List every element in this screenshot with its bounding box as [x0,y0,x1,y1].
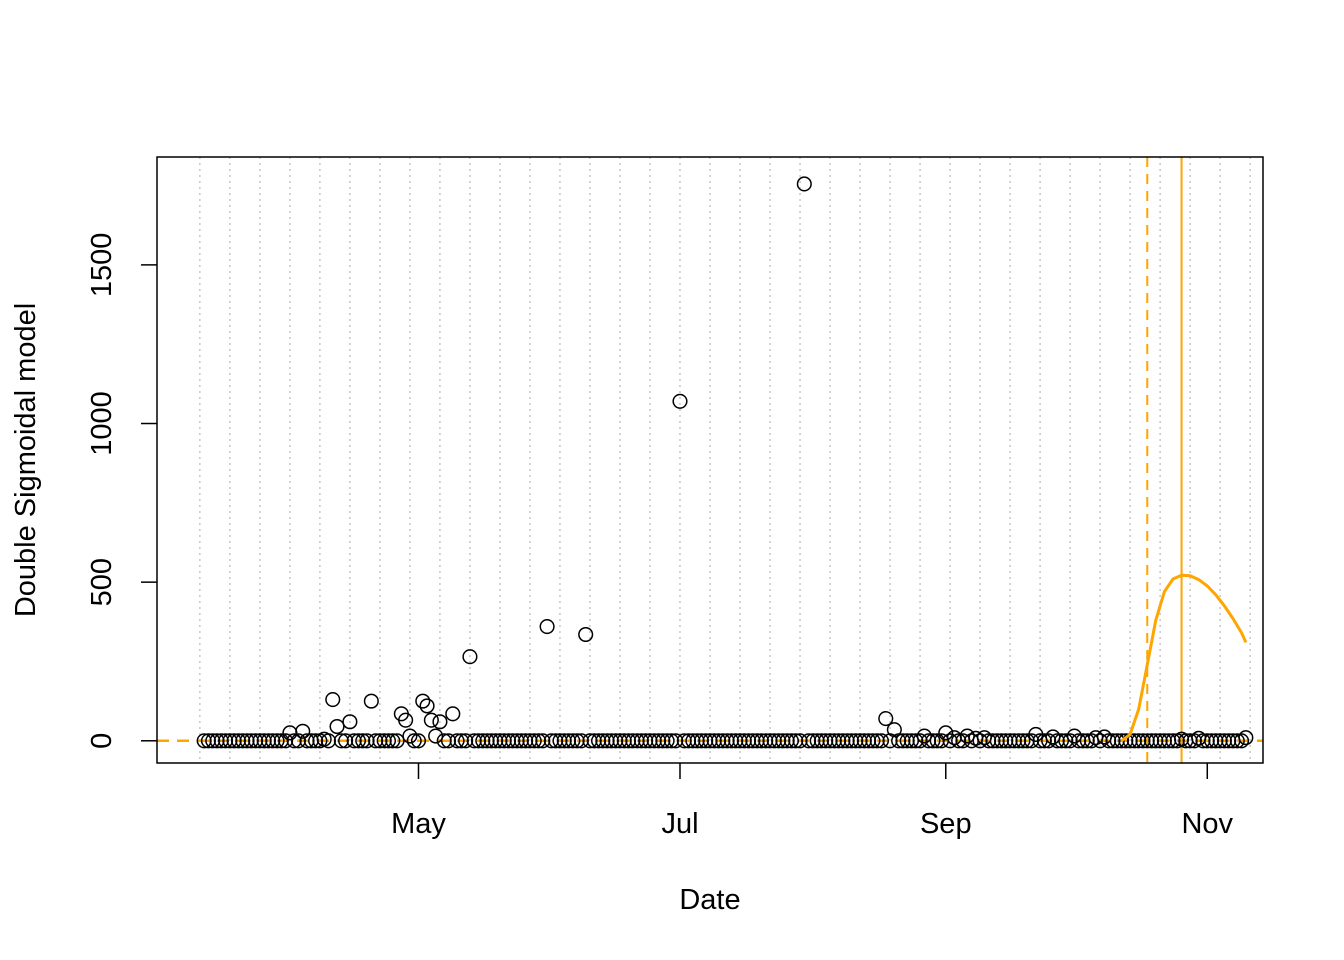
data-point [526,733,542,749]
y-tick-label: 1500 [86,233,118,298]
data-point [1045,729,1061,745]
data-point [865,733,881,749]
y-axis: 0 500 1000 1500 [86,233,157,749]
data-point [350,733,367,749]
x-tick-label: Nov [1181,808,1233,840]
grid-lines [199,157,1251,763]
data-point [329,718,345,735]
data-point [380,733,397,749]
x-tick-label: Jul [661,808,698,840]
data-point [976,730,992,746]
data-point [449,733,465,749]
data-point [878,711,894,727]
data-point [938,725,954,741]
data-point [1229,733,1245,749]
data-point [672,393,688,409]
fitted-curve [1120,573,1248,743]
data-point [462,649,478,665]
data-point [342,714,358,730]
x-tick-label: Sep [920,808,972,840]
data-point [423,712,439,728]
data-point [1238,730,1254,746]
data-point [363,693,379,709]
data-point [925,733,941,749]
data-point [539,619,555,635]
data-point [1234,733,1250,749]
data-point [325,691,341,708]
data-point [428,728,444,744]
data-point [796,176,812,192]
data-point [578,626,594,643]
data-point [1053,733,1070,749]
data-points [196,176,1254,749]
data-point [398,712,414,728]
data-point [406,733,422,749]
y-axis-title: Double Sigmoidal model [10,303,42,617]
data-point [432,714,448,730]
x-axis-title: Date [679,884,740,916]
data-point [659,733,675,749]
x-tick-label: May [391,808,446,840]
data-point [873,733,890,749]
data-point [1066,728,1082,744]
data-point [410,733,427,749]
y-tick-label: 500 [86,558,118,606]
data-point [269,733,285,749]
data-point [783,733,799,749]
data-point [415,693,431,709]
fitted-curve-group [1120,573,1248,743]
data-point [295,723,311,739]
data-point [402,728,418,744]
data-point [565,733,581,749]
x-axis: May Jul Sep Nov [391,763,1234,840]
data-point [445,706,461,722]
y-tick-label: 1000 [86,391,118,456]
plot-frame [156,156,1264,764]
data-point [385,733,401,749]
data-point [419,698,435,714]
y-tick-label: 0 [86,733,118,749]
data-point [1015,733,1031,749]
data-point [389,733,405,749]
data-point [903,733,920,749]
data-point [916,728,932,744]
data-point [959,728,975,744]
